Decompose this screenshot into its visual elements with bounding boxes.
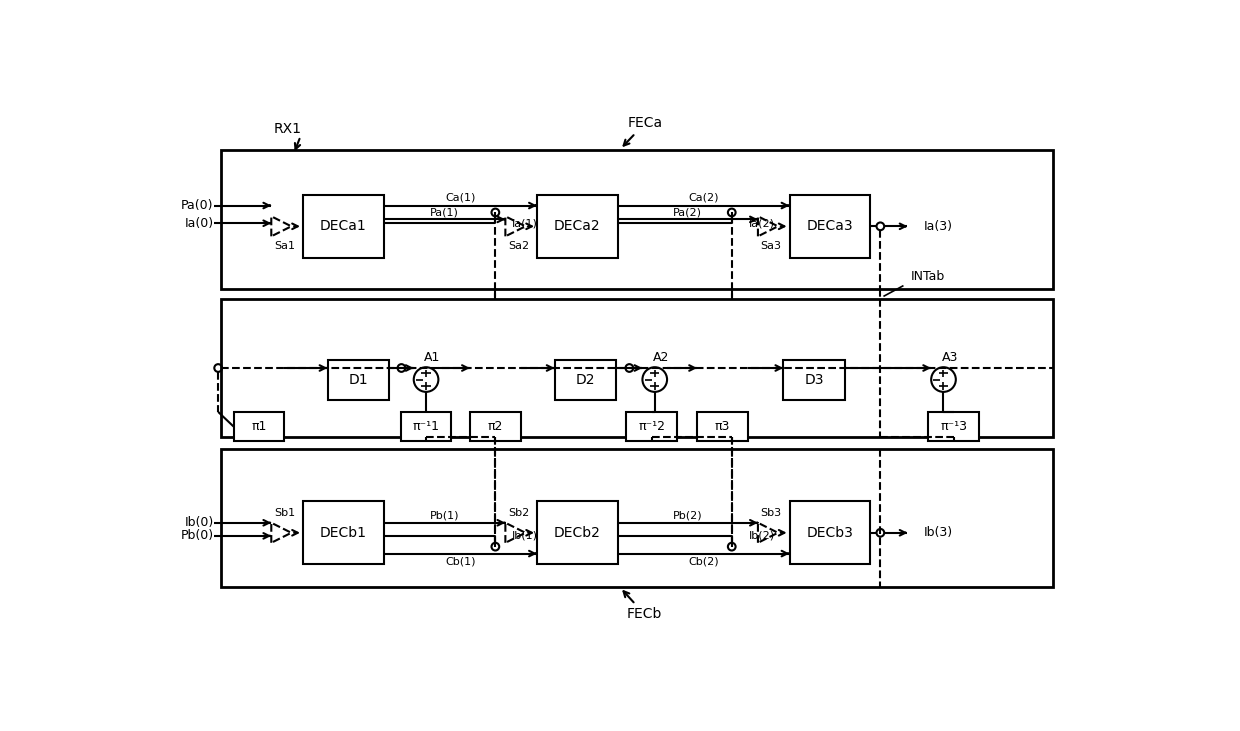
Text: Pa(1): Pa(1) [430,208,459,217]
Text: D2: D2 [575,374,595,387]
Text: DECa3: DECa3 [806,219,853,233]
Text: Pa(0): Pa(0) [181,199,213,212]
Text: Ib(2): Ib(2) [749,531,775,541]
FancyBboxPatch shape [554,360,616,401]
FancyBboxPatch shape [401,412,451,441]
Text: Ib(0): Ib(0) [185,516,213,529]
Text: Ia(2): Ia(2) [749,219,775,228]
Text: Pb(0): Pb(0) [180,529,213,542]
Text: Pb(1): Pb(1) [430,511,459,521]
Text: D1: D1 [348,374,368,387]
FancyBboxPatch shape [303,194,383,258]
Text: Pb(2): Pb(2) [673,511,703,521]
Text: Sa3: Sa3 [760,241,781,251]
FancyBboxPatch shape [233,412,284,441]
Polygon shape [506,523,526,543]
Text: π⁻¹3: π⁻¹3 [940,420,967,433]
Text: Sb3: Sb3 [760,508,781,518]
Text: FECb: FECb [627,607,662,621]
FancyBboxPatch shape [221,449,1053,588]
Text: π1: π1 [252,420,267,433]
Text: Pa(2): Pa(2) [673,208,702,217]
Text: Cb(1): Cb(1) [445,556,476,567]
Text: Ia(1): Ia(1) [512,219,538,228]
FancyBboxPatch shape [697,412,748,441]
FancyBboxPatch shape [790,194,870,258]
Polygon shape [506,216,526,236]
Text: A2: A2 [652,352,670,365]
Polygon shape [272,523,291,543]
Text: DECb3: DECb3 [806,526,853,539]
Text: Ib(1): Ib(1) [512,531,538,541]
FancyBboxPatch shape [537,501,618,564]
Text: DECa2: DECa2 [554,219,600,233]
Text: DECa1: DECa1 [320,219,367,233]
FancyBboxPatch shape [327,360,389,401]
Text: Ca(2): Ca(2) [688,193,719,202]
FancyBboxPatch shape [537,194,618,258]
Text: A3: A3 [941,352,957,365]
Text: D3: D3 [805,374,823,387]
Text: DECb1: DECb1 [320,526,367,539]
Text: Cb(2): Cb(2) [688,556,719,567]
FancyBboxPatch shape [221,150,1053,289]
Text: RX1: RX1 [274,121,301,135]
Text: Sb2: Sb2 [508,508,529,518]
Text: π⁻¹2: π⁻¹2 [639,420,665,433]
Text: Ib(3): Ib(3) [924,526,954,539]
FancyBboxPatch shape [470,412,521,441]
Text: π2: π2 [487,420,503,433]
FancyBboxPatch shape [784,360,844,401]
Text: A1: A1 [424,352,440,365]
Polygon shape [758,216,777,236]
Text: DECb2: DECb2 [554,526,601,539]
FancyBboxPatch shape [303,501,383,564]
Text: Sb1: Sb1 [274,508,295,518]
Text: π⁻¹1: π⁻¹1 [413,420,439,433]
Polygon shape [272,216,291,236]
Text: π3: π3 [714,420,730,433]
Text: INTab: INTab [911,270,945,283]
Polygon shape [758,523,777,543]
FancyBboxPatch shape [221,300,1053,436]
FancyBboxPatch shape [790,501,870,564]
FancyBboxPatch shape [928,412,978,441]
Text: Sa1: Sa1 [274,241,295,251]
Text: Ia(3): Ia(3) [924,220,954,232]
Text: Ia(0): Ia(0) [185,216,213,230]
FancyBboxPatch shape [626,412,677,441]
Text: Ca(1): Ca(1) [445,193,475,202]
Text: FECa: FECa [627,116,662,130]
Text: Sa2: Sa2 [508,241,529,251]
